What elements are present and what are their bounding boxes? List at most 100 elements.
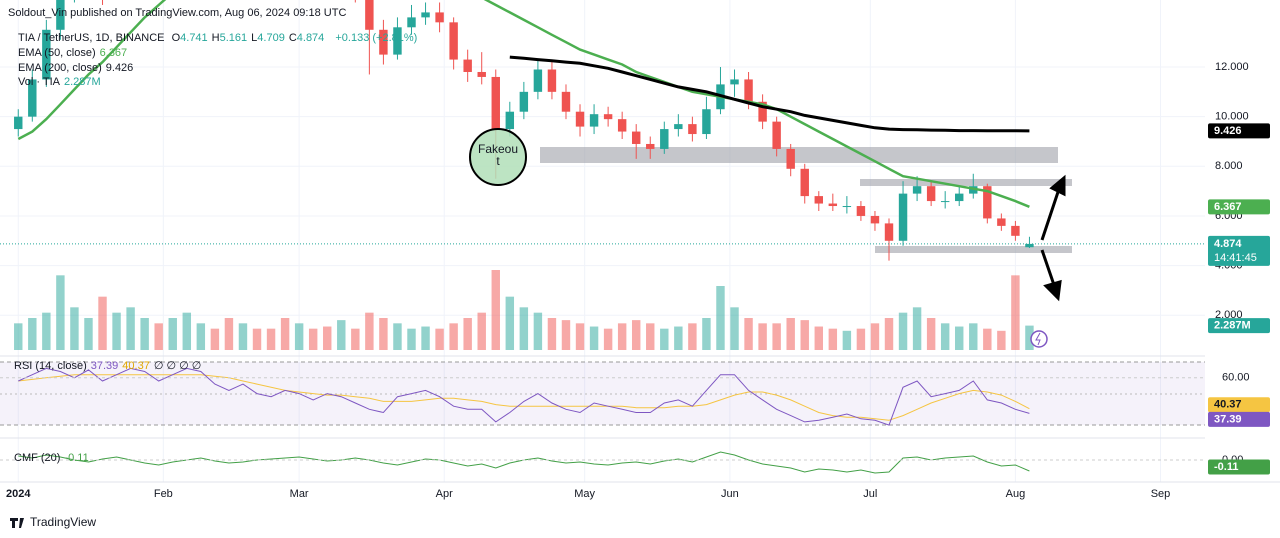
- legend-name: EMA (200, close): [18, 62, 102, 74]
- candle-body: [786, 148, 795, 169]
- volume-bar: [898, 312, 908, 350]
- event-icon: [1030, 330, 1048, 348]
- candle-body: [688, 124, 697, 135]
- candle-body: [631, 131, 641, 144]
- volume-bar: [828, 328, 838, 350]
- candle-body: [575, 111, 585, 127]
- x-tick-label: 2024: [6, 488, 31, 500]
- candle-body: [463, 59, 472, 72]
- volume-bar: [28, 318, 37, 350]
- volume-bar: [154, 323, 163, 350]
- price-badge: [1208, 411, 1270, 427]
- candle-body: [603, 114, 613, 120]
- badge-label: 37.39: [1214, 413, 1242, 425]
- volume-badge: [1208, 318, 1270, 334]
- line: [18, 374, 1030, 421]
- x-tick-label: Jun: [721, 488, 739, 500]
- legend-cmf: CMF (20) -0.11: [14, 452, 93, 464]
- candle-body: [421, 12, 430, 18]
- volume-bar: [730, 307, 739, 350]
- y-tick-label: 8.000: [1215, 160, 1243, 172]
- volume-bar: [42, 312, 51, 350]
- legend-value: 40.37: [122, 360, 150, 372]
- x-tick-label: Apr: [436, 488, 453, 500]
- symbol: TIA / TetherUS, 1D, BINANCE: [18, 32, 165, 44]
- volume-bar: [308, 328, 318, 350]
- candle-body: [56, 0, 65, 30]
- candle-body: [660, 129, 669, 149]
- ohlc-key: L: [251, 32, 258, 44]
- annotation-circle: [469, 128, 527, 186]
- header: Soldout_Vin published on TradingView.com…: [8, 7, 350, 19]
- volume-bar: [351, 328, 360, 350]
- volume-bar: [56, 275, 65, 350]
- legend-rsi: RSI (14, close) 37.39 40.37 ∅ ∅ ∅ ∅: [14, 359, 205, 372]
- ohlc-key: H: [211, 32, 220, 44]
- change: +0.133 (+2.81%): [335, 32, 418, 44]
- candle-body: [955, 193, 964, 202]
- volume-bar: [505, 296, 515, 350]
- legend-extra: ∅ ∅ ∅ ∅: [153, 360, 202, 372]
- ohlc-legend: O4.741 H5.161 L4.709 C4.874: [172, 32, 329, 44]
- countdown: 14:41:45: [1214, 252, 1257, 264]
- volume-bar: [463, 318, 472, 350]
- volume-bar: [323, 326, 332, 350]
- candle-body: [1025, 243, 1034, 248]
- badge-label: -0.11: [1214, 461, 1238, 473]
- drawings: [1040, 174, 1066, 302]
- volume-bar: [210, 328, 220, 350]
- candle-body: [519, 91, 529, 112]
- volume-bar: [238, 323, 248, 350]
- volume-bar: [660, 328, 669, 350]
- x-tick-label: Aug: [1006, 488, 1026, 500]
- badge-label: 9.426: [1214, 125, 1242, 137]
- x-tick-label: Jul: [863, 488, 877, 500]
- event-icon: [1035, 332, 1041, 346]
- candle-body: [491, 76, 500, 130]
- volume-bar: [561, 320, 571, 350]
- volume-bar: [421, 326, 430, 350]
- volume-bar: [716, 286, 725, 350]
- arrowhead: [1043, 279, 1062, 302]
- volume-bar: [870, 323, 880, 350]
- candle-body: [702, 109, 711, 135]
- candle-body: [407, 17, 416, 28]
- candle-body: [393, 27, 402, 55]
- volume-bar: [786, 318, 795, 350]
- candle-body: [940, 201, 950, 203]
- volume-bar: [631, 320, 641, 350]
- ohlc-value: 4.874: [296, 32, 325, 44]
- volume-bar: [772, 323, 781, 350]
- logo: [10, 518, 24, 528]
- volume-bar: [126, 307, 135, 350]
- volume-bar: [407, 328, 416, 350]
- volume-bar: [491, 270, 500, 350]
- volume-bar: [182, 312, 192, 350]
- candle-body: [800, 168, 809, 197]
- volume-bar: [112, 312, 121, 350]
- candle-body: [646, 143, 655, 149]
- y-tick-label: 60.00: [1222, 372, 1250, 384]
- arrow-up: [1040, 191, 1060, 241]
- zone: [540, 147, 1058, 163]
- volume-bar: [940, 323, 950, 350]
- volume-bar: [435, 328, 444, 350]
- volume-bar: [814, 326, 823, 350]
- x-tick-label: Sep: [1151, 488, 1171, 500]
- candle-body: [884, 223, 894, 241]
- ohlc-value: 5.161: [219, 32, 248, 44]
- candle-body: [617, 119, 627, 132]
- volume-bar: [646, 323, 655, 350]
- legend-ema200: EMA (200, close) 9.426: [18, 62, 137, 74]
- annotation: t: [496, 154, 500, 168]
- volume-bar: [252, 328, 262, 350]
- legend-name: Vol · TIA: [18, 76, 60, 88]
- candle-body: [744, 79, 753, 102]
- footer: TradingView: [30, 515, 96, 529]
- volume-bar: [224, 318, 234, 350]
- volume-bar: [955, 326, 964, 350]
- candle-body: [842, 206, 852, 208]
- volume-bar: [1025, 325, 1034, 350]
- badge-label: 6.367: [1214, 201, 1242, 213]
